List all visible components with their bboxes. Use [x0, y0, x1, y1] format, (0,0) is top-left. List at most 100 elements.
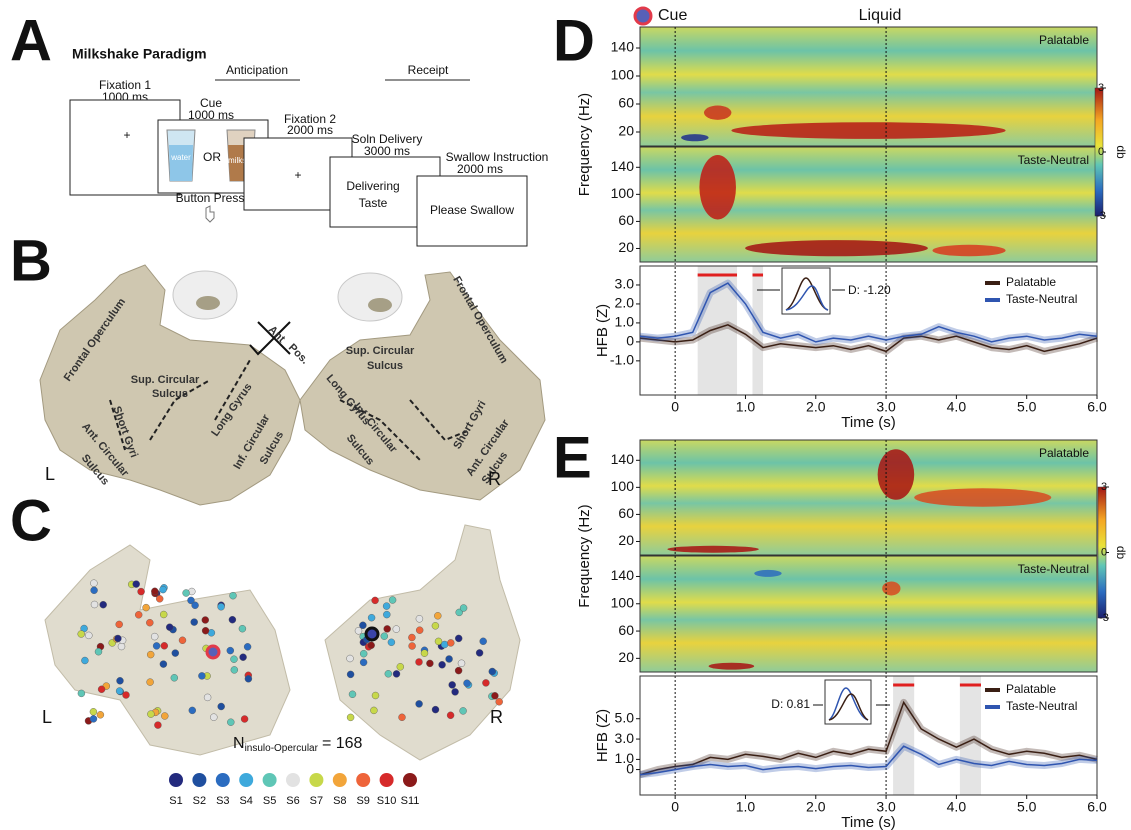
subject-label: S1 [169, 795, 182, 807]
electrode [116, 621, 123, 628]
electrode [202, 617, 209, 624]
electrode [447, 712, 454, 719]
freq-tick-label: 140 [611, 39, 635, 55]
subject-swatch [216, 773, 230, 787]
electrode [476, 649, 483, 656]
x-tick-label: 0 [671, 799, 679, 815]
electrode [100, 601, 107, 608]
glass-brain [173, 271, 237, 319]
electrode [372, 692, 379, 699]
electrode [383, 603, 390, 610]
condition-label: Palatable [1039, 33, 1089, 47]
region-label: Sup. Circular [131, 374, 200, 386]
side-label: R [488, 469, 501, 489]
highlight-electrode [366, 628, 378, 640]
electrode [482, 679, 489, 686]
spectrogram-patch [882, 582, 900, 596]
freq-tick-label: 100 [611, 594, 635, 610]
electrode [227, 719, 234, 726]
subject-swatch [403, 773, 417, 787]
subject-label: S4 [239, 795, 252, 807]
x-tick-label: 2.0 [806, 399, 826, 415]
subject-swatch [263, 773, 277, 787]
electrode [347, 655, 354, 662]
electrode [78, 631, 85, 638]
electrode [123, 692, 130, 699]
x-tick-label: 3.0 [876, 399, 896, 415]
electrode [160, 586, 167, 593]
insula-thumb [368, 298, 392, 312]
screen-content: + [294, 168, 301, 182]
screen-content: water [170, 153, 191, 162]
electrode [154, 722, 161, 729]
electrode [189, 707, 196, 714]
spectrogram-patch [932, 245, 1005, 257]
electrode [156, 595, 163, 602]
side-label: L [45, 464, 55, 484]
electrode [116, 688, 123, 695]
electrode [349, 691, 356, 698]
electrode [446, 656, 453, 663]
x-tick-label: 0 [671, 399, 679, 415]
electrode [95, 648, 102, 655]
electrode [432, 706, 439, 713]
x-tick-label: 5.0 [1017, 399, 1037, 415]
electrode [227, 647, 234, 654]
electrode [244, 643, 251, 650]
electrode [370, 707, 377, 714]
legend-label: Palatable [1006, 682, 1056, 696]
electrode [210, 714, 217, 721]
electrode [202, 627, 209, 634]
subject-label: S7 [310, 795, 323, 807]
region-label: Sulcus [367, 360, 403, 372]
spectrogram-patch [745, 240, 928, 256]
cue-marker [635, 8, 651, 24]
freq-tick-label: 60 [618, 95, 634, 111]
subject-label: S9 [356, 795, 369, 807]
electrode [151, 588, 158, 595]
freq-tick-label: 100 [611, 67, 635, 83]
electrode [489, 668, 496, 675]
freq-tick-label: 20 [618, 239, 634, 255]
electrode [421, 650, 428, 657]
electrode [151, 633, 158, 640]
freq-axis-label: Frequency (Hz) [576, 504, 593, 607]
electrode [183, 590, 190, 597]
electrode [496, 698, 503, 705]
side-label: R [490, 707, 503, 727]
freq-tick-label: 100 [611, 185, 635, 201]
electrode [360, 659, 367, 666]
electrode [360, 650, 367, 657]
colorbar-label: db [1114, 546, 1128, 560]
electrode [179, 637, 186, 644]
electrode [166, 624, 173, 631]
legend-label: Palatable [1006, 275, 1056, 289]
electrode [464, 680, 471, 687]
y-tick-label: 2.0 [615, 295, 635, 311]
electrode [230, 592, 237, 599]
screen-content: Taste [359, 196, 388, 210]
subject-label: S8 [333, 795, 346, 807]
electrode [458, 660, 465, 667]
electrode [393, 670, 400, 677]
y-tick-label: 1.0 [615, 314, 635, 330]
spectrogram-patch [754, 570, 781, 577]
screen-content: OR [203, 150, 221, 164]
water [169, 145, 193, 181]
paradigm-title: Milkshake Paradigm [72, 46, 207, 62]
y-tick-label: 0 [626, 333, 634, 349]
screen-content: Delivering [346, 179, 399, 193]
electrode [118, 643, 125, 650]
electrode [231, 656, 238, 663]
region-label: Sup. Circular [346, 345, 415, 357]
subject-label: S10 [377, 795, 397, 807]
x-axis-label: Time (s) [841, 414, 895, 431]
electrode [161, 713, 168, 720]
electrode [368, 642, 375, 649]
panel-letter: B [10, 228, 52, 293]
freq-axis-label: Frequency (Hz) [576, 93, 593, 196]
panel-letter: D [553, 8, 595, 73]
subject-label: S11 [401, 795, 420, 807]
electrode [455, 667, 462, 674]
freq-tick-label: 100 [611, 478, 635, 494]
